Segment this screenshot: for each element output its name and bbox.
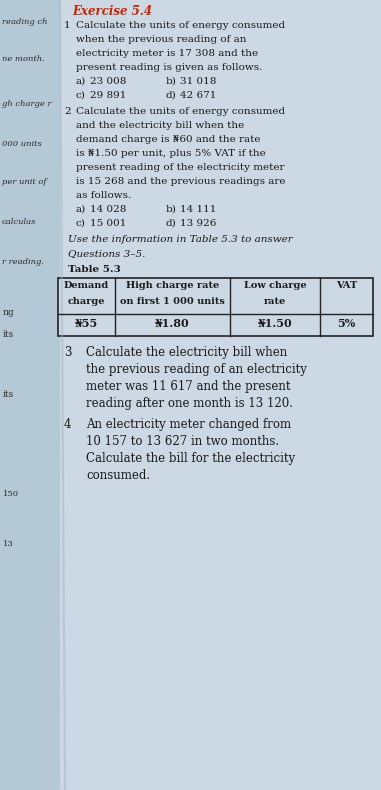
Text: VAT: VAT (336, 281, 357, 290)
Text: Exercise 5.4: Exercise 5.4 (72, 5, 152, 18)
Text: a): a) (76, 205, 86, 214)
Text: Calculate the electricity bill when: Calculate the electricity bill when (86, 346, 287, 359)
Text: reading after one month is 13 120.: reading after one month is 13 120. (86, 397, 293, 410)
Text: reading ch: reading ch (2, 18, 48, 26)
Bar (0, 0, 60, 790)
Text: electricity meter is 17 308 and the: electricity meter is 17 308 and the (76, 49, 258, 58)
Text: 000 units: 000 units (2, 140, 42, 148)
Text: 13 926: 13 926 (180, 219, 216, 228)
Text: Calculate the bill for the electricity: Calculate the bill for the electricity (86, 452, 295, 465)
Text: ₦55: ₦55 (75, 318, 98, 329)
Text: Demand: Demand (64, 281, 109, 290)
Text: d): d) (166, 219, 177, 228)
Text: calculas: calculas (2, 218, 36, 226)
Text: 1: 1 (64, 21, 70, 30)
Text: 29 891: 29 891 (90, 91, 126, 100)
Text: the previous reading of an electricity: the previous reading of an electricity (86, 363, 307, 376)
Text: c): c) (76, 91, 86, 100)
Text: 15 001: 15 001 (90, 219, 126, 228)
Text: 31 018: 31 018 (180, 77, 216, 86)
Text: when the previous reading of an: when the previous reading of an (76, 35, 247, 44)
Text: 2: 2 (64, 107, 70, 116)
Text: its: its (3, 390, 14, 399)
Text: Use the information in Table 5.3 to answer: Use the information in Table 5.3 to answ… (68, 235, 293, 244)
Text: An electricity meter changed from: An electricity meter changed from (86, 418, 291, 431)
Text: 150: 150 (3, 490, 19, 498)
Text: its: its (3, 330, 14, 339)
Text: gh charge r: gh charge r (2, 100, 51, 108)
Text: and the electricity bill when the: and the electricity bill when the (76, 121, 244, 130)
Text: Calculate the units of energy consumed: Calculate the units of energy consumed (76, 107, 285, 116)
Text: b): b) (166, 77, 177, 86)
Bar (58, 278, 373, 336)
Text: charge: charge (68, 297, 105, 306)
Text: is ₦1.50 per unit, plus 5% VAT if the: is ₦1.50 per unit, plus 5% VAT if the (76, 149, 266, 158)
Text: is 15 268 and the previous readings are: is 15 268 and the previous readings are (76, 177, 285, 186)
Text: Calculate the units of energy consumed: Calculate the units of energy consumed (76, 21, 285, 30)
Text: c): c) (76, 219, 86, 228)
Text: ₦1.50: ₦1.50 (258, 318, 292, 329)
Text: Questions 3–5.: Questions 3–5. (68, 249, 146, 258)
Text: 13: 13 (3, 540, 14, 548)
Text: 14 111: 14 111 (180, 205, 216, 214)
Bar (60, 0, 381, 790)
Text: on first 1 000 units: on first 1 000 units (120, 297, 225, 306)
Text: 4: 4 (64, 418, 72, 431)
Text: present reading is given as follows.: present reading is given as follows. (76, 63, 263, 72)
Text: consumed.: consumed. (86, 469, 150, 482)
Text: 3: 3 (64, 346, 72, 359)
Text: High charge rate: High charge rate (126, 281, 219, 290)
Text: a): a) (76, 77, 86, 86)
Text: present reading of the electricity meter: present reading of the electricity meter (76, 163, 285, 172)
Text: r reading.: r reading. (2, 258, 44, 266)
Text: per unit of: per unit of (2, 178, 46, 186)
Text: demand charge is ₦60 and the rate: demand charge is ₦60 and the rate (76, 135, 261, 144)
Text: 5%: 5% (337, 318, 355, 329)
Text: as follows.: as follows. (76, 191, 131, 200)
Text: Table 5.3: Table 5.3 (68, 265, 121, 274)
Text: rate: rate (264, 297, 286, 306)
Text: meter was 11 617 and the present: meter was 11 617 and the present (86, 380, 290, 393)
Text: ne month.: ne month. (2, 55, 45, 63)
Text: 42 671: 42 671 (180, 91, 216, 100)
Text: d): d) (166, 91, 177, 100)
Text: Low charge: Low charge (244, 281, 306, 290)
Text: ₦1.80: ₦1.80 (155, 318, 190, 329)
Text: 23 008: 23 008 (90, 77, 126, 86)
Text: 10 157 to 13 627 in two months.: 10 157 to 13 627 in two months. (86, 435, 279, 448)
Text: 14 028: 14 028 (90, 205, 126, 214)
Text: ng: ng (3, 308, 14, 317)
Text: b): b) (166, 205, 177, 214)
